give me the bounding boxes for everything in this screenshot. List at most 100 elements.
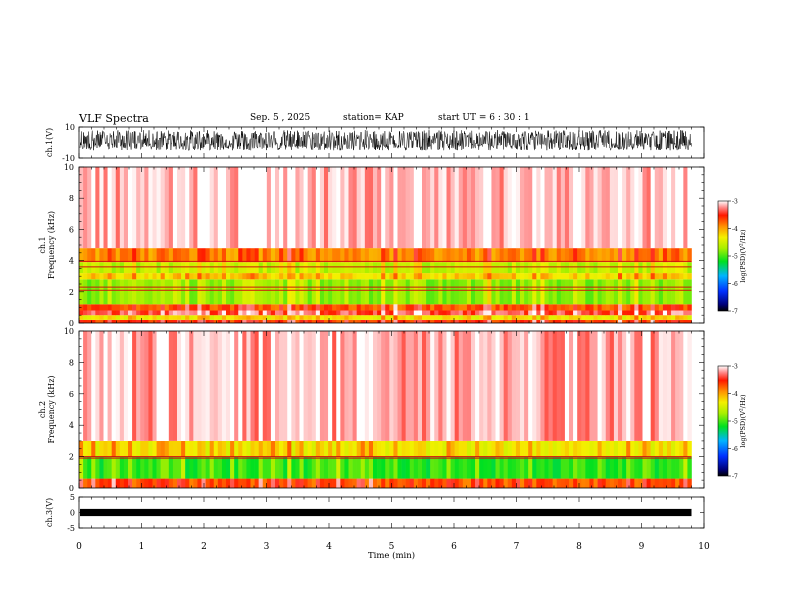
ch1-spectrogram-cell [254, 262, 259, 274]
ch1-spectrogram-cell [181, 315, 186, 320]
ch1-spectrogram-cell [193, 248, 198, 263]
ch1-spectrogram-cell [230, 262, 235, 274]
ch1-spectrogram-cell [344, 167, 349, 249]
ch2-spectrogram-cell [221, 440, 227, 457]
ch1-spectrogram-cell [593, 279, 598, 305]
ch1-spectrogram-cell [201, 167, 206, 249]
ytick-label: 4 [69, 421, 74, 430]
ch1-spectrogram-cell [189, 279, 194, 305]
ch2-spectrogram-cell [352, 456, 357, 479]
ch1-spectrogram-cell [683, 167, 688, 249]
ch2-spectrogram-cell [650, 440, 656, 457]
ch1-spectrogram-cell [634, 310, 639, 316]
ch2-spectrogram-cell [520, 478, 525, 488]
ch1-spectrogram-cell [499, 167, 504, 249]
ch1-spectrogram-cell [128, 279, 133, 305]
ch1-spectrogram-cell [601, 262, 607, 274]
ch2-spectrogram-cell [540, 440, 545, 457]
ch1-spectrogram-cell [197, 315, 202, 320]
ch1-spectrogram-cell [152, 319, 157, 323]
ch1-spectrogram-cell [201, 319, 206, 323]
ch1-spectrogram-cell [552, 310, 558, 316]
ch1-spectrogram-cell [132, 248, 137, 263]
ch2-spectrogram-cell [111, 440, 117, 457]
ch1-spectrogram-cell [181, 319, 186, 323]
ch1-spectrogram-cell [667, 279, 672, 305]
ch1-spectrogram-cell [430, 262, 435, 274]
ch1-spectrogram-cell [254, 273, 259, 280]
ch1-spectrogram-cell [609, 273, 615, 280]
ch1-spectrogram-cell [283, 319, 288, 323]
ch2-spectrogram-cell [144, 478, 149, 488]
ch2-spectrogram-cell [160, 456, 166, 479]
ch1-spectrogram-cell [181, 279, 186, 305]
ch2-spectrogram-cell [430, 478, 435, 488]
ch1-spectrogram-cell [111, 310, 117, 316]
ch1-spectrogram-cell [520, 273, 525, 280]
ch1-spectrogram-cell [483, 248, 488, 263]
ch2-spectrogram-cell [613, 331, 619, 441]
ch1-spectrogram-cell [671, 248, 676, 263]
ch1-spectrogram-cell [148, 273, 153, 280]
ch2-spectrogram-cell [454, 478, 460, 488]
ch2-spectrogram-cell [242, 478, 247, 488]
ch2-spectrogram-cell [675, 440, 680, 457]
ch1-spectrogram-cell [426, 248, 431, 263]
ch2-spectrogram-cell [417, 440, 423, 457]
ch2-spectrogram-cell [658, 478, 664, 488]
ch1-spectrogram-cell [483, 315, 488, 320]
ch1-spectrogram-cell [226, 248, 231, 263]
ch1-spectrogram-cell [430, 279, 435, 305]
ch1-spectrogram-cell [524, 304, 529, 311]
ch1-spectrogram-cell [552, 319, 558, 323]
ch1-spectrogram-cell [667, 319, 672, 323]
ch1-spectrogram-cell [597, 167, 602, 249]
ch2-spectrogram-cell [360, 331, 366, 441]
ch2-spectrogram-cell [548, 331, 553, 441]
ch1-spectrogram-cell [540, 262, 545, 274]
ch1-spectrogram-cell [119, 304, 125, 311]
ch1-spectrogram-cell [385, 319, 390, 323]
ch1-spectrogram-cell [438, 273, 443, 280]
ch1-spectrogram-cell [471, 167, 476, 249]
ch2-spectrogram-cell [401, 456, 406, 479]
ch1-spectrogram-cell [201, 262, 206, 274]
ch1-spectrogram-cell [205, 167, 210, 249]
ch1-spectrogram-cell [499, 304, 504, 311]
ch2-spectrogram-cell [532, 456, 537, 479]
ch1-spectrogram-cell [528, 262, 533, 274]
ch2-spectrogram-cell [552, 440, 558, 457]
ch1-spectrogram-cell [413, 273, 419, 280]
ch2-spectrogram-cell [283, 478, 288, 488]
ch1-spectrogram-cell [283, 304, 288, 311]
ch2-spectrogram-cell [299, 478, 304, 488]
ch1-spectrogram-cell [291, 319, 296, 323]
ch1-spectrogram-cell [581, 167, 586, 249]
ch1-spectrogram-cell [499, 262, 504, 274]
ch2-spectrogram-cell [226, 478, 231, 488]
ch1-spectrogram-cell [275, 248, 280, 263]
ch1-spectrogram-cell [115, 279, 121, 305]
ch1-spectrogram-cell [315, 304, 321, 311]
ch1-spectrogram-cell [164, 273, 170, 280]
ch2-spectrogram-cell [177, 456, 182, 479]
ch1-spectrogram-cell [295, 167, 300, 249]
ch1-spectrogram-cell [303, 167, 308, 249]
ch1-spectrogram-cell [205, 304, 210, 311]
ch2-spectrogram-cell [107, 440, 112, 457]
ch1-spectrogram-cell [360, 273, 366, 280]
ch2-spectrogram-cell [128, 440, 133, 457]
ch2-spectrogram-cell [605, 478, 611, 488]
ch1-spectrogram-cell [536, 279, 541, 305]
ch1-spectrogram-cell [564, 304, 570, 311]
ch2-spectrogram-cell [328, 440, 333, 457]
ch1-spectrogram-cell [230, 279, 235, 305]
ch1-spectrogram-cell [536, 248, 541, 263]
ch1-spectrogram-cell [303, 304, 308, 311]
ch2-spectrogram-cell [197, 440, 202, 457]
ch1-spectrogram-cell [446, 248, 451, 263]
ch1-spectrogram-cell [115, 167, 121, 249]
ch1-spectrogram-cell [377, 167, 382, 249]
ch1-spectrogram-cell [172, 319, 178, 323]
ch1-spectrogram-cell [348, 279, 353, 305]
